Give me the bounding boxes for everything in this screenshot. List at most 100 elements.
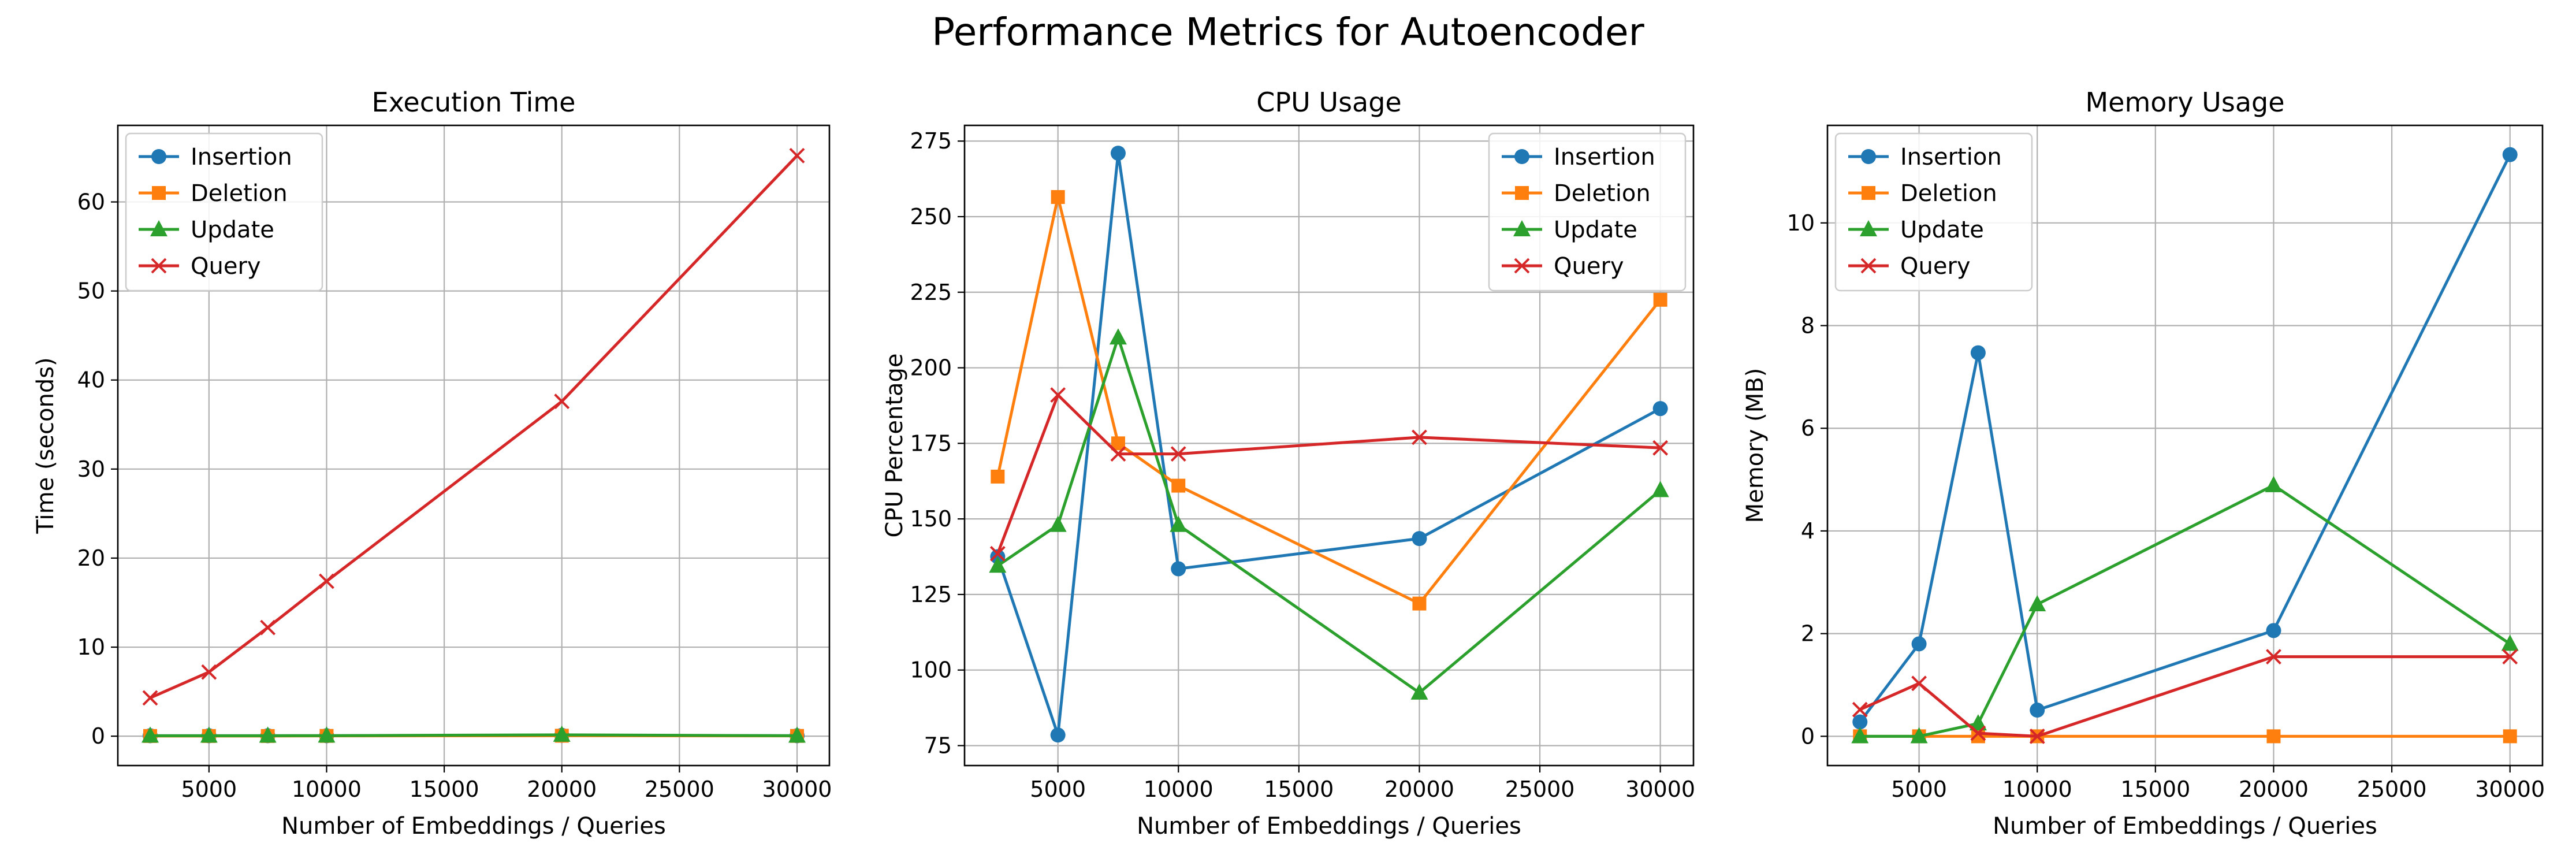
x-tick-label: 25000 xyxy=(645,777,714,802)
marker-triangle xyxy=(1851,727,1869,744)
legend: Insertion Deletion Update Query xyxy=(125,132,323,292)
legend-label: Update xyxy=(1900,217,1984,243)
marker-circle xyxy=(1652,401,1668,417)
x-tick-label: 10000 xyxy=(1144,777,1213,802)
marker-square xyxy=(152,186,166,200)
y-tick-label: 75 xyxy=(924,733,952,758)
marker-triangle xyxy=(142,726,159,743)
marker-triangle xyxy=(2028,595,2046,612)
marker-x xyxy=(2029,728,2045,744)
marker-x xyxy=(2266,649,2281,665)
y-tick-label: 225 xyxy=(910,280,952,305)
series-line xyxy=(149,154,798,700)
legend: Insertion Deletion Update Query xyxy=(1834,132,2033,292)
y-axis-label: CPU Percentage xyxy=(881,353,908,537)
legend-box xyxy=(1834,132,2033,292)
marker-x xyxy=(1412,429,1427,445)
marker-triangle xyxy=(1170,515,1188,532)
plot-area xyxy=(989,146,1669,743)
figure-title: Performance Metrics for Autoencoder xyxy=(932,10,1644,54)
marker-x xyxy=(151,258,167,274)
marker-circle xyxy=(1514,149,1529,164)
legend-item: Insertion xyxy=(139,144,292,170)
marker-triangle xyxy=(200,726,218,743)
legend-label: Deletion xyxy=(1900,180,1997,207)
marker-triangle xyxy=(150,220,167,236)
marker-circle xyxy=(1970,345,1986,361)
marker-square xyxy=(2266,729,2281,744)
x-tick-label: 15000 xyxy=(1264,777,1334,802)
y-tick-label: 275 xyxy=(910,128,952,154)
series-insertion xyxy=(990,146,1668,743)
series-deletion xyxy=(1853,729,2517,744)
marker-triangle xyxy=(1109,328,1127,345)
series-line xyxy=(1860,484,2511,738)
marker-circle xyxy=(2030,703,2045,718)
marker-circle xyxy=(1911,636,1927,652)
marker-x xyxy=(1852,701,1868,718)
marker-circle xyxy=(1110,146,1126,161)
legend-label: Update xyxy=(191,217,274,243)
marker-x xyxy=(1050,387,1066,403)
marker-circle xyxy=(2502,147,2518,162)
legend-item: Query xyxy=(1848,253,1971,280)
marker-x xyxy=(260,619,276,636)
series-query xyxy=(989,387,1669,562)
legend-box xyxy=(1488,132,1687,292)
x-tick-label: 30000 xyxy=(2475,777,2545,802)
marker-square xyxy=(1412,596,1427,611)
x-tick-label: 30000 xyxy=(1625,777,1695,802)
subplot-3: Memory Usage 5000 10000 15000 20000 25000 3000… xyxy=(1742,87,2545,840)
x-tick-label: 10000 xyxy=(292,777,362,802)
marker-triangle xyxy=(2501,634,2519,651)
x-tick-label: 5000 xyxy=(181,777,237,802)
legend-label: Deletion xyxy=(1554,180,1651,207)
legend-item: Deletion xyxy=(1502,180,1651,207)
marker-x xyxy=(142,690,158,706)
x-tick-label: 30000 xyxy=(762,777,832,802)
x-tick-label: 25000 xyxy=(2357,777,2427,802)
y-tick-label: 40 xyxy=(77,367,105,393)
marker-x xyxy=(1911,675,1927,692)
axes-frame xyxy=(1826,124,2544,767)
subplot-1: Execution Time 5000 10000 15000 20000 25000 30… xyxy=(32,87,832,840)
y-axis-label: Memory (MB) xyxy=(1742,368,1769,523)
series-line xyxy=(1859,154,2511,723)
y-axis-label: Time (seconds) xyxy=(32,357,59,534)
y-tick-label: 0 xyxy=(1801,723,1815,749)
marker-square xyxy=(1171,478,1186,493)
y-tick-label: 10 xyxy=(1787,210,1815,236)
y-tick-label: 200 xyxy=(910,355,952,381)
x-tick-label: 15000 xyxy=(410,777,479,802)
marker-square xyxy=(2503,729,2517,744)
legend-label: Query xyxy=(1900,253,1971,280)
legend-item: Update xyxy=(1848,217,1984,243)
marker-x xyxy=(1860,258,1877,274)
y-tick-label: 2 xyxy=(1801,621,1815,647)
marker-square xyxy=(1862,186,1875,200)
y-tick-label: 100 xyxy=(910,658,952,683)
x-axis-label: Number of Embeddings / Queries xyxy=(281,813,666,840)
plot-area xyxy=(1851,147,2519,744)
subplot-title: Execution Time xyxy=(372,87,576,118)
legend-box xyxy=(125,132,323,292)
marker-triangle xyxy=(1969,714,1987,731)
y-tick-label: 175 xyxy=(910,430,952,456)
marker-triangle xyxy=(1049,515,1067,532)
y-tick-label: 8 xyxy=(1801,313,1815,339)
marker-triangle xyxy=(1410,683,1428,700)
x-axis-label: Number of Embeddings / Queries xyxy=(1993,813,2377,840)
x-tick-label: 5000 xyxy=(1030,777,1086,802)
marker-x xyxy=(1514,258,1530,274)
marker-x xyxy=(1652,440,1669,456)
marker-x xyxy=(319,573,334,589)
legend-item: Query xyxy=(139,253,261,280)
y-tick-label: 250 xyxy=(910,204,952,229)
marker-x xyxy=(1110,446,1126,462)
y-tick-label: 20 xyxy=(77,545,105,571)
y-tick-label: 0 xyxy=(91,723,105,749)
series-query xyxy=(142,147,805,706)
marker-square xyxy=(991,469,1005,484)
